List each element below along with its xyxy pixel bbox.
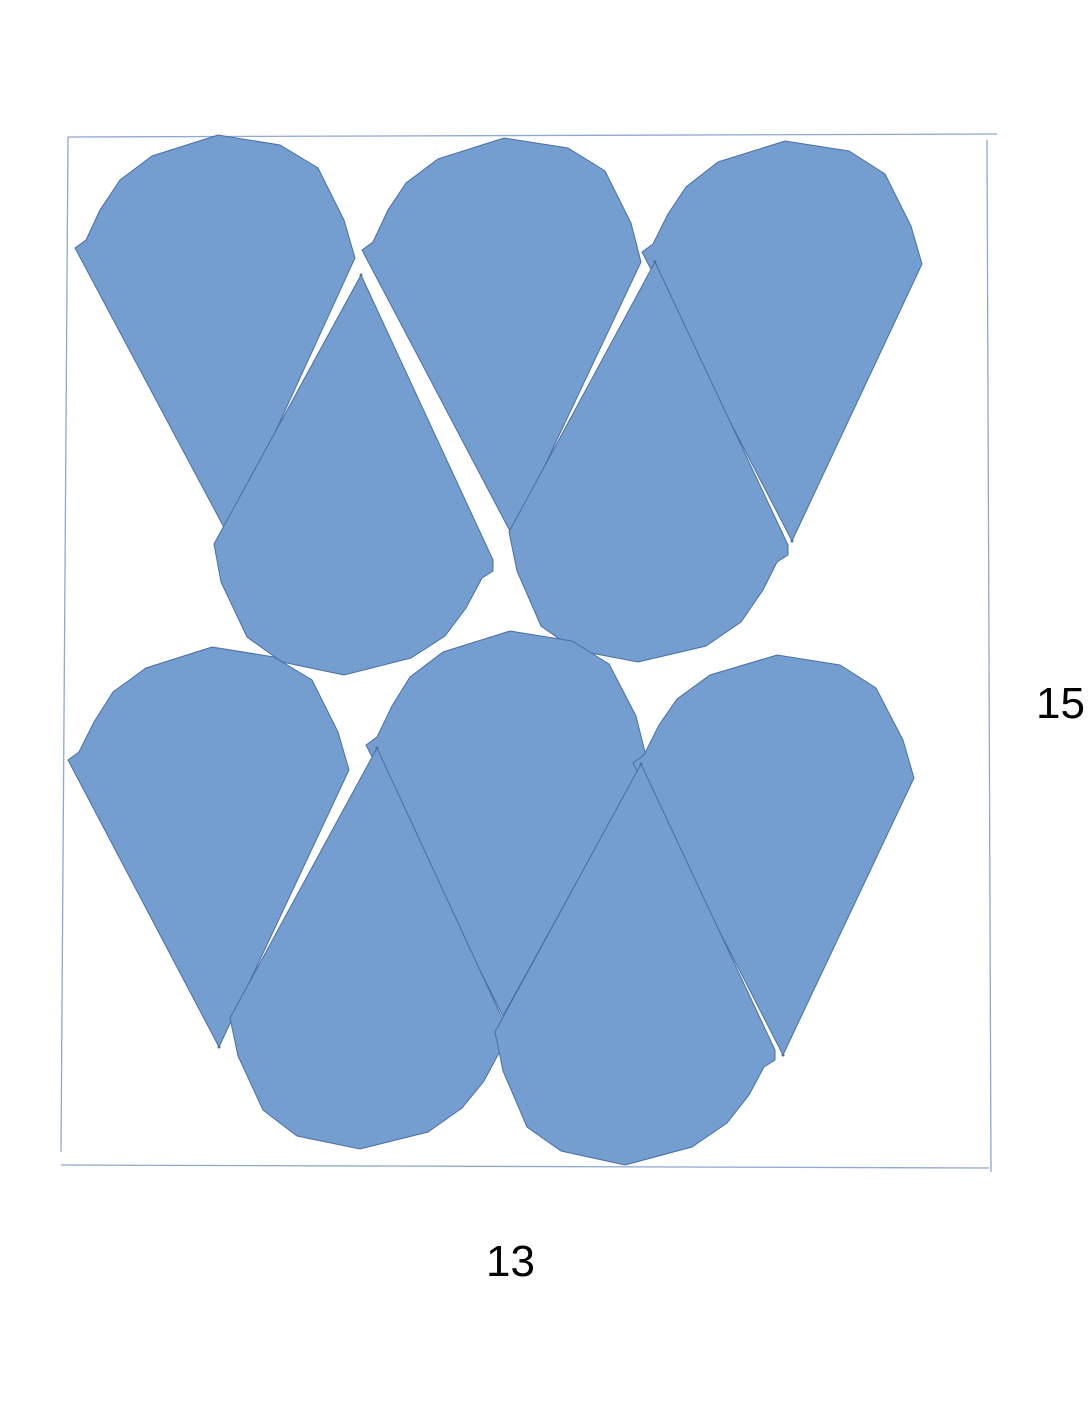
border-right [987, 140, 991, 1172]
tip-marker [376, 747, 379, 750]
tip-marker [218, 1046, 221, 1049]
tip-marker [640, 763, 643, 766]
border-left [61, 137, 68, 1152]
border-top [68, 134, 997, 137]
tip-marker [654, 261, 657, 264]
tip-marker [360, 274, 363, 277]
border-bottom [61, 1165, 989, 1168]
height-dimension-label: 15 [1036, 682, 1085, 726]
tip-marker [791, 540, 794, 543]
width-dimension-label: 13 [486, 1240, 535, 1284]
tip-marker [782, 1054, 785, 1057]
